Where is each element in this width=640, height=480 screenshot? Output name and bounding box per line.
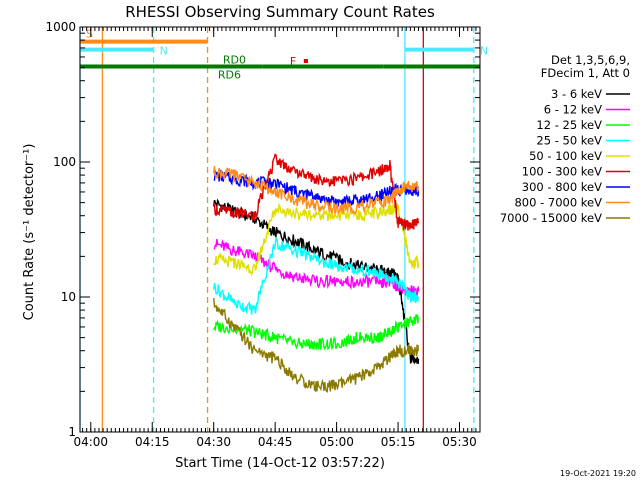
series-line-3	[213, 237, 420, 315]
series-line-7	[213, 165, 420, 215]
flag-label-4: RD6	[218, 68, 241, 81]
plot-layer: S N N RD0 RD6 F 1 10 100 1000 04:00 04:15 04:30 04:45…	[45, 20, 630, 449]
x-tick-label-1: 04:15	[135, 435, 170, 449]
x-axis-label: Start Time (14-Oct-12 03:57:22)	[175, 456, 385, 471]
series-line-0	[213, 198, 420, 365]
x-tick-label-2: 04:30	[196, 435, 231, 449]
plot-frame	[79, 26, 481, 433]
flag-label-3: RD0	[223, 53, 246, 66]
legend-label-4: 50 - 100 keV	[529, 149, 602, 163]
legend-label-3: 25 - 50 keV	[536, 134, 602, 148]
x-tick-label-4: 05:00	[319, 435, 354, 449]
y-tick-label-2: 100	[53, 155, 76, 169]
y-tick-label-0: 1	[68, 425, 76, 439]
x-tick-label-5: 05:15	[381, 435, 416, 449]
legend-header-line-2: FDecim 1, Att 0	[541, 66, 630, 80]
footer-timestamp: 19-Oct-2021 19:20	[560, 469, 636, 478]
legend-label-7: 800 - 7000 keV	[514, 196, 602, 210]
legend-label-2: 12 - 25 keV	[536, 118, 602, 132]
series-line-8	[213, 298, 419, 393]
flag-label-2: N	[480, 45, 488, 58]
series-line-2	[213, 314, 420, 351]
flag-label-1: N	[160, 45, 168, 58]
legend-label-6: 300 - 800 keV	[522, 180, 602, 194]
chart-title: RHESSI Observing Summary Count Rates	[125, 3, 435, 21]
x-tick-label-6: 05:30	[442, 435, 477, 449]
legend-label-5: 100 - 300 keV	[522, 165, 602, 179]
y-tick-label-3: 1000	[45, 20, 76, 34]
series-line-4	[213, 202, 420, 277]
y-axis-label: Count Rate (s⁻¹ detector⁻¹)	[22, 144, 37, 321]
legend-header-line-1: Det 1,3,5,6,9,	[551, 53, 630, 67]
flag-label-6: F	[290, 55, 296, 68]
x-tick-label-0: 04:00	[73, 435, 108, 449]
legend-label-0: 3 - 6 keV	[551, 87, 602, 101]
series-line-5	[213, 153, 420, 231]
legend-label-8: 7000 - 15000 keV	[500, 211, 602, 225]
y-tick-label-1: 10	[61, 290, 76, 304]
legend-label-1: 6 - 12 keV	[544, 103, 602, 117]
x-tick-label-3: 04:45	[258, 435, 293, 449]
flag-label-0: S	[86, 28, 93, 41]
